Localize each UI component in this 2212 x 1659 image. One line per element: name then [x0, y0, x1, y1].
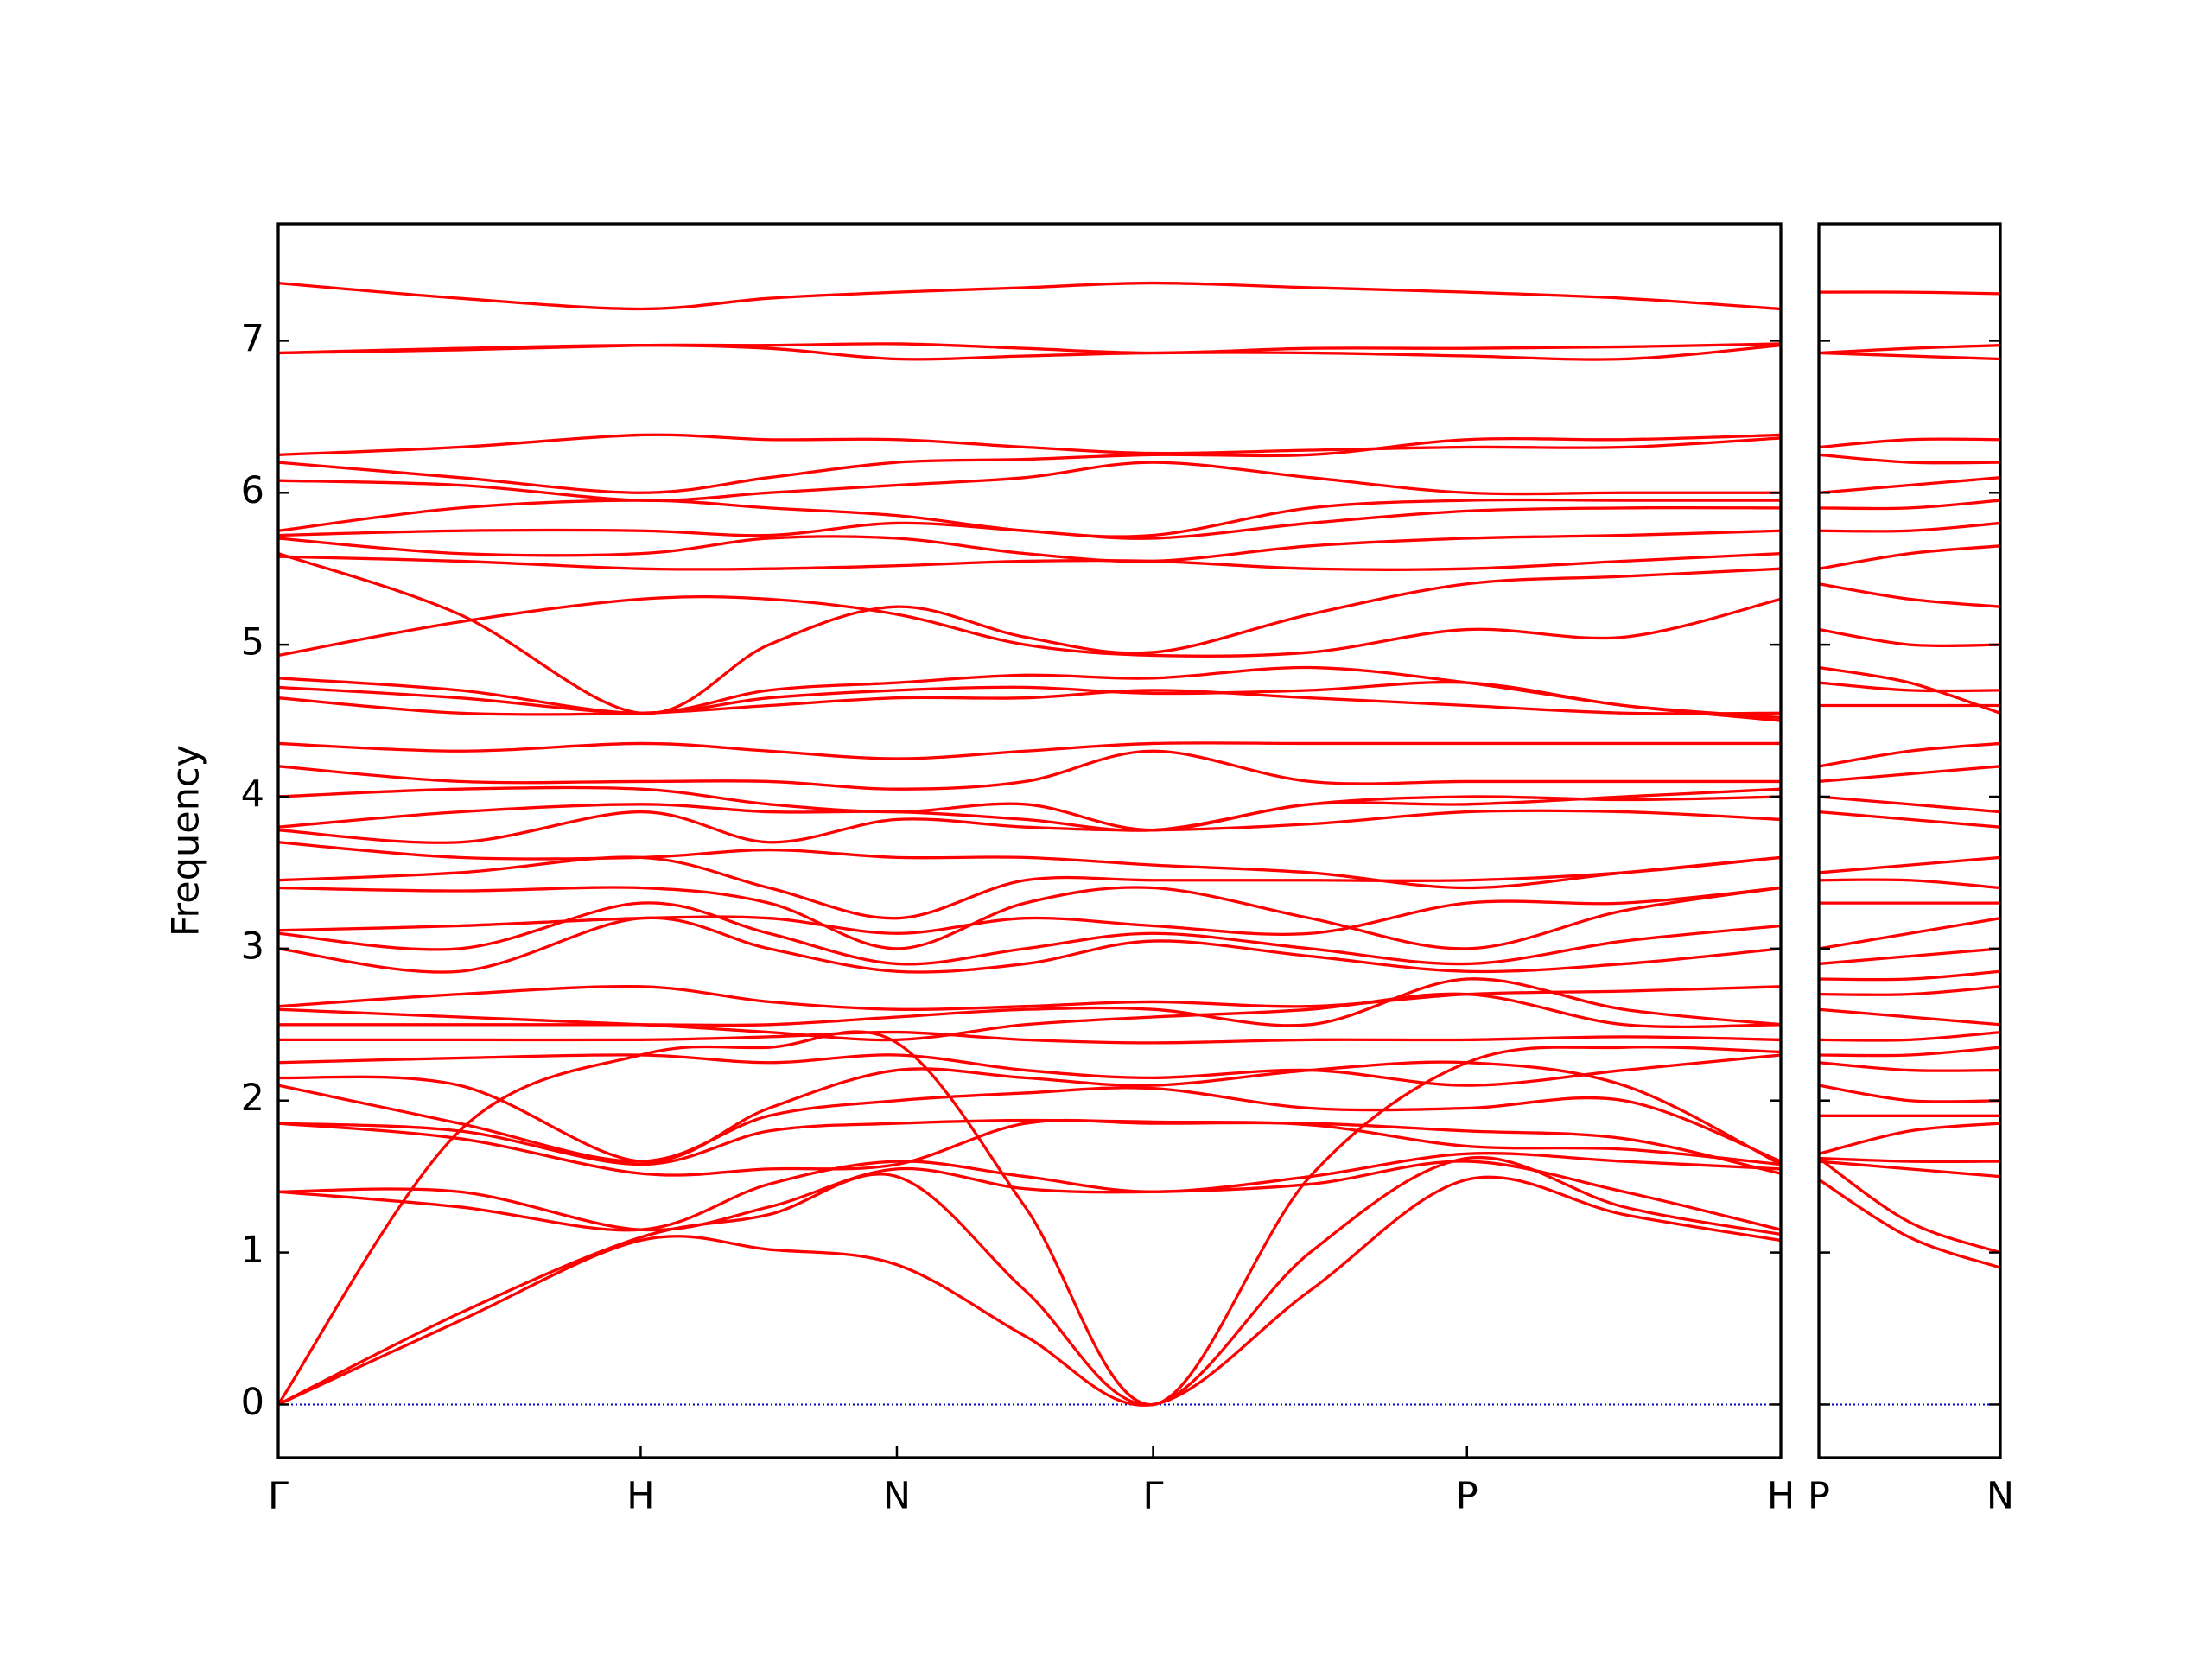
- band: [1818, 476, 2001, 494]
- band: [277, 689, 1782, 716]
- band: [1818, 1061, 2001, 1072]
- y-axis-label: Frequency: [165, 745, 208, 937]
- band: [1818, 499, 2001, 511]
- band: [1818, 437, 2001, 449]
- band: [277, 1175, 1782, 1407]
- band: [277, 992, 1782, 1042]
- band: [277, 498, 1781, 538]
- band: [1818, 1122, 2001, 1155]
- band: [1818, 1084, 2001, 1103]
- band: [277, 1160, 1782, 1232]
- x-tick-label: P: [1456, 1475, 1478, 1518]
- band: [1818, 344, 2001, 355]
- x-tick-label: H: [626, 1475, 654, 1518]
- band: [277, 901, 1782, 966]
- band: [277, 785, 1782, 832]
- band: [277, 281, 1782, 311]
- band: [277, 1060, 1782, 1166]
- band: [1818, 1160, 2001, 1179]
- y-tick-label: 4: [241, 773, 264, 817]
- band: [1818, 521, 2001, 533]
- band: [277, 461, 1781, 502]
- band: [277, 795, 1782, 832]
- band: [1818, 765, 2001, 784]
- band: [1818, 878, 2001, 890]
- band: [1818, 582, 2001, 608]
- x-tick-label: Γ: [1143, 1475, 1164, 1518]
- band: [1818, 1178, 2001, 1269]
- band: [1818, 855, 2001, 874]
- band: [277, 1118, 1782, 1177]
- band: [278, 977, 1782, 1027]
- band: [277, 505, 1782, 540]
- y-tick-label: 3: [241, 925, 264, 968]
- band: [277, 809, 1782, 844]
- band: [1818, 453, 2001, 465]
- band: [1818, 1156, 2001, 1163]
- band: [277, 433, 1782, 456]
- band: [277, 551, 1782, 571]
- band: [277, 1152, 1782, 1232]
- x-tick-label: P: [1808, 1475, 1830, 1518]
- band: [277, 916, 1782, 974]
- band: [1818, 969, 2001, 982]
- band: [277, 1030, 1782, 1045]
- x-tick-label: N: [1986, 1475, 2014, 1518]
- y-tick-label: 5: [241, 621, 264, 664]
- band: [277, 741, 1781, 760]
- band: [1818, 795, 2001, 814]
- band: [1818, 351, 2001, 361]
- band: [1818, 665, 2001, 715]
- band: [276, 1030, 1782, 1407]
- band: [1818, 1030, 2001, 1042]
- band: [277, 433, 1782, 494]
- band: [1818, 917, 2001, 950]
- band: [277, 886, 1782, 936]
- band: [277, 886, 1782, 950]
- band: [1818, 627, 2001, 648]
- band: [277, 841, 1782, 890]
- band: [1818, 1046, 2001, 1058]
- band: [277, 1155, 1782, 1407]
- band: [1818, 544, 2001, 570]
- band: [1818, 1007, 2001, 1027]
- x-tick-label: H: [1767, 1475, 1795, 1518]
- band: [277, 1084, 1782, 1163]
- band: [1818, 290, 2001, 296]
- band: [277, 749, 1781, 791]
- y-tick-label: 6: [241, 469, 264, 512]
- band: [1818, 810, 2001, 829]
- plot-frame: [276, 222, 1783, 1459]
- x-tick-label: Γ: [268, 1475, 289, 1518]
- band: [1818, 741, 2001, 768]
- band: [277, 665, 1782, 722]
- y-tick-label: 7: [241, 317, 264, 360]
- band: [277, 855, 1782, 920]
- band: [1818, 681, 2001, 693]
- band: [277, 984, 1782, 1012]
- band: [277, 552, 1782, 715]
- plot-frame: [1817, 222, 2002, 1459]
- band: [1818, 1157, 2001, 1255]
- band: [1818, 985, 2001, 996]
- band: [277, 1053, 1782, 1087]
- band: [1818, 947, 2001, 966]
- band: [277, 342, 1782, 355]
- x-tick-label: N: [883, 1475, 911, 1518]
- band: [277, 529, 1782, 563]
- y-tick-label: 0: [241, 1381, 264, 1424]
- band: [277, 680, 1782, 720]
- band: [277, 594, 1782, 658]
- band: [277, 1118, 1782, 1166]
- y-tick-label: 1: [241, 1229, 264, 1272]
- y-tick-label: 2: [241, 1077, 264, 1120]
